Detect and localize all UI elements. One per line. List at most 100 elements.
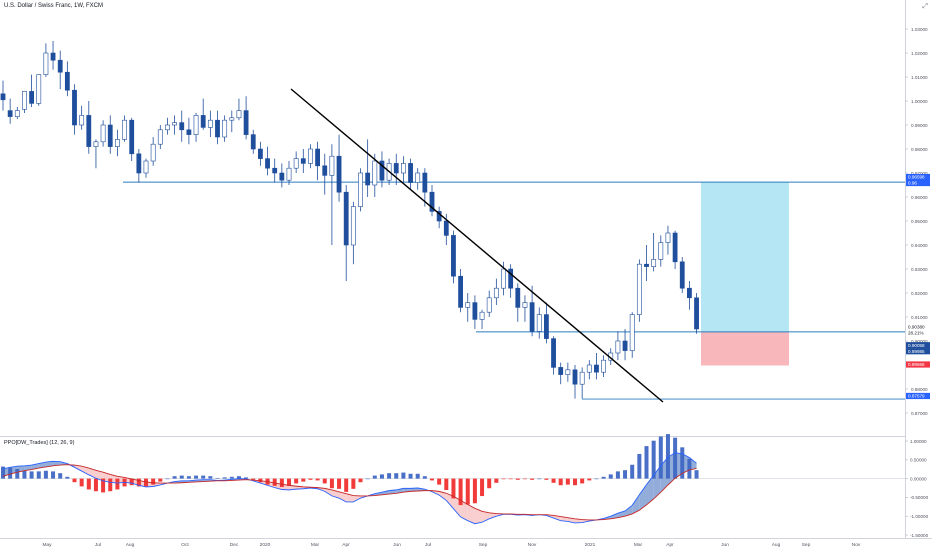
candle-body <box>30 91 34 103</box>
candle-body <box>301 159 305 164</box>
ppo-histogram-bar <box>637 454 641 479</box>
candle-body <box>358 173 362 207</box>
candle-body <box>644 264 648 266</box>
ppo-histogram-bar <box>244 477 248 478</box>
ppo-histogram-bar <box>602 477 606 479</box>
ppo-histogram-bar <box>58 473 62 478</box>
ppo-histogram-bar <box>366 479 370 480</box>
candle-body <box>316 149 320 166</box>
ppo-histogram-bar <box>623 470 627 478</box>
candle-body <box>151 144 155 161</box>
ppo-histogram-bar <box>8 468 12 479</box>
ppo-histogram-bar <box>695 470 699 478</box>
ppo-tick-label: 1.00000 <box>910 439 927 444</box>
ppo-histogram-bar <box>423 476 427 478</box>
ppo-histogram-bar <box>94 479 98 492</box>
ppo-histogram-bar <box>480 479 484 496</box>
ppo-histogram-bar <box>344 479 348 492</box>
ppo-tick-label: 0.00000 <box>910 476 927 481</box>
candle-body <box>158 130 162 144</box>
ppo-histogram-bar <box>416 474 420 479</box>
price-tick-label: 1.02000 <box>911 51 928 56</box>
ppo-histogram-bar <box>502 479 506 480</box>
candle-body <box>680 262 684 288</box>
ppo-histogram-bar <box>630 465 634 479</box>
candle-body <box>501 269 505 288</box>
ppo-histogram-bar <box>616 471 620 478</box>
ppo-histogram-bar <box>158 479 162 482</box>
ppo-histogram-bar <box>22 471 26 479</box>
ppo-histogram-bar <box>552 479 556 483</box>
price-tick-label: 0.87000 <box>911 411 928 416</box>
price-tick-label: 0.92000 <box>911 291 928 296</box>
candle-body <box>344 192 348 245</box>
time-tick-label: Sep <box>802 542 811 548</box>
candle-body <box>80 115 84 125</box>
candle-body <box>523 303 527 308</box>
ppo-histogram-bar <box>587 479 591 481</box>
ppo-histogram-bar <box>351 479 355 489</box>
ppo-histogram-bar <box>430 479 434 481</box>
candle-body <box>516 288 520 307</box>
stop-zone <box>701 332 789 366</box>
candle-body <box>173 123 177 125</box>
candle-body <box>51 53 55 60</box>
ppo-histogram-bar <box>216 478 220 479</box>
ppo-histogram-bar <box>687 459 691 479</box>
candle-body <box>459 276 463 307</box>
ppo-histogram-bar <box>65 477 69 479</box>
price-tick-label: 0.98000 <box>911 147 928 152</box>
ppo-histogram-bar <box>294 479 298 484</box>
candle-body <box>580 372 584 384</box>
ppo-histogram-bar <box>15 469 19 479</box>
ppo-histogram-bar <box>87 479 91 490</box>
candle-body <box>237 111 241 118</box>
ppo-histogram-bar <box>223 477 227 478</box>
candle-body <box>473 303 477 320</box>
ppo-histogram-bar <box>30 471 34 478</box>
candle-body <box>659 243 663 260</box>
ppo-histogram-bar <box>394 473 398 478</box>
expand-icon[interactable]: ⤢ <box>922 2 928 11</box>
candle-body <box>594 365 598 372</box>
ppo-histogram-bar <box>201 476 205 479</box>
candle-body <box>408 163 412 182</box>
candle-body <box>687 288 691 298</box>
ppo-histogram-bar <box>523 479 527 480</box>
ppo-histogram-bar <box>230 477 234 479</box>
candle-body <box>72 90 76 125</box>
candle-body <box>265 159 269 169</box>
ppo-histogram-bar <box>373 476 377 479</box>
price-label-text: 0.87579 <box>908 394 925 399</box>
candle-body <box>187 130 191 135</box>
ppo-histogram-bar <box>401 473 405 479</box>
ppo-histogram-bar <box>316 479 320 481</box>
candle-body <box>637 264 641 314</box>
price-tick-label: 0.95000 <box>911 219 928 224</box>
candle-body <box>566 370 570 375</box>
price-label-text: 0.89985 <box>908 349 925 354</box>
candle-body <box>480 312 484 319</box>
ppo-histogram-bar <box>180 476 184 479</box>
indicator-title: PPO[DW_Trades] (12, 26, 9) <box>4 440 74 446</box>
price-tick-label: 1.03000 <box>911 27 928 32</box>
ppo-histogram-bar <box>466 479 470 505</box>
ppo-histogram-bar <box>51 471 55 478</box>
time-tick-label: May <box>42 542 52 548</box>
candle-body <box>466 303 470 308</box>
time-tick-label: Apr <box>666 542 674 548</box>
candle-body <box>108 125 112 147</box>
ppo-histogram-bar <box>308 479 312 480</box>
time-tick-label: Sep <box>479 542 488 548</box>
candle-body <box>180 123 184 130</box>
ppo-histogram-bar <box>473 479 477 504</box>
candle-body <box>208 120 212 127</box>
ppo-histogram-bar <box>580 479 584 484</box>
time-tick-label: Aug <box>126 542 135 548</box>
ppo-histogram-bar <box>437 479 441 485</box>
ppo-histogram-bar <box>73 479 77 483</box>
time-tick-label: Oct <box>181 542 189 548</box>
ppo-histogram-bar <box>487 479 491 489</box>
